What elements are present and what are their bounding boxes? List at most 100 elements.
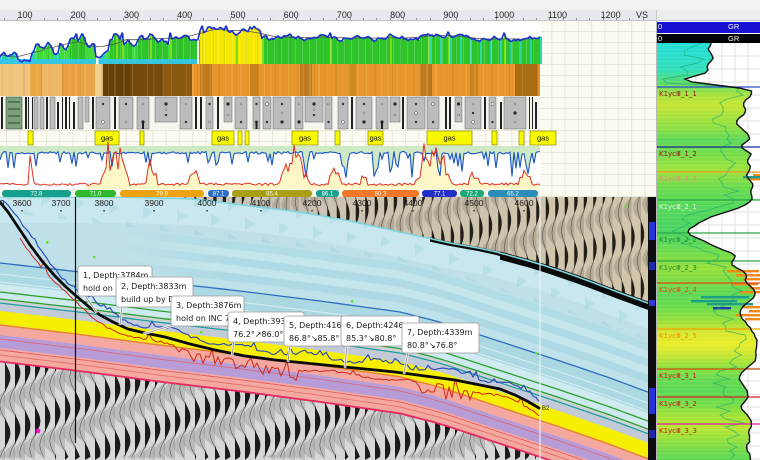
gr-log[interactable]: K1ycⅢ_1_1 K1ycⅢ_1_2 K1ycⅢ_1_3 K1ycⅢ_2_1 K1yc… bbox=[657, 21, 760, 460]
formation-marker[interactable]: K1ycⅢ_2_4 bbox=[657, 282, 760, 294]
formation-marker[interactable]: K1ycⅢ_2_5 bbox=[657, 328, 760, 340]
ruler-tick bbox=[642, 17, 644, 20]
image-log-track bbox=[0, 64, 540, 96]
correlation-segment[interactable] bbox=[316, 190, 339, 197]
ruler-tick bbox=[323, 17, 324, 20]
ruler-tick bbox=[442, 17, 444, 20]
formation-marker[interactable]: K1ycⅢ_1_2 bbox=[657, 146, 760, 158]
ruler-label: 1100 bbox=[547, 10, 568, 20]
ruler-tick bbox=[496, 17, 498, 20]
log-tracks[interactable]: gas gas gas gas gas gas 72.8 71.0 79.9 87.1 85.4 86… bbox=[0, 21, 656, 197]
correlation-segment-value: 80.3 bbox=[375, 192, 387, 197]
correlation-segment[interactable] bbox=[75, 190, 116, 197]
lithology-track bbox=[0, 96, 540, 130]
annotation-callout[interactable]: 7, Depth:4339m 80.8°↘76.8° bbox=[401, 322, 480, 375]
ruler-tick bbox=[30, 17, 32, 20]
ruler-label: 1000 bbox=[494, 10, 515, 20]
ruler-tick bbox=[229, 17, 231, 20]
ruler-tick bbox=[376, 17, 378, 20]
formation-label: K1ycⅢ_3_2 bbox=[659, 400, 697, 408]
correlation-segment[interactable] bbox=[342, 190, 419, 197]
ruler-tick bbox=[336, 17, 338, 20]
md-depth-label: 4300 bbox=[353, 198, 372, 208]
ruler-tick bbox=[389, 17, 391, 20]
ruler-tick bbox=[3, 17, 5, 20]
gas-flag bbox=[529, 130, 557, 146]
gr-track-header-black[interactable]: 0 GR bbox=[657, 33, 760, 43]
ruler-tick bbox=[176, 17, 178, 20]
annotation-callout[interactable]: 3, Depth:3876m hold on INC 75° bbox=[142, 295, 245, 336]
gr-track-header-blue[interactable]: 0 GR bbox=[657, 22, 760, 33]
correlation-segment[interactable] bbox=[208, 190, 229, 197]
formation-marker[interactable]: K1ycⅢ_2_2 bbox=[657, 232, 760, 244]
gas-flag bbox=[518, 130, 525, 146]
correlation-segment[interactable] bbox=[2, 190, 71, 197]
vs-ruler[interactable]: 100 200 300 400 500 600 700 800 900 1000 1100 1200 V… bbox=[0, 10, 656, 21]
formation-label: K1ycⅢ_2_4 bbox=[659, 286, 697, 294]
gr-panel[interactable]: K1ycⅢ_1_1 K1ycⅢ_1_2 K1ycⅢ_1_3 K1ycⅢ_2_1 K1yc… bbox=[656, 21, 760, 460]
correlation-segment-value: 72.2 bbox=[466, 192, 478, 197]
gr-track bbox=[0, 22, 542, 65]
formation-marker[interactable]: K1ycⅢ_1_3 bbox=[657, 171, 760, 183]
ruler-tick bbox=[123, 17, 125, 20]
ruler-tick bbox=[629, 17, 631, 20]
formation-marker[interactable]: K1ycⅢ_2_3 bbox=[657, 260, 760, 272]
correlation-segment-value: 72.8 bbox=[31, 192, 43, 197]
gas-flag bbox=[27, 130, 34, 146]
ruler-tick bbox=[216, 17, 218, 20]
correlation-segment[interactable] bbox=[120, 190, 204, 197]
formation-label: K1ycⅢ_2_2 bbox=[659, 236, 697, 244]
formation-marker[interactable]: K1ycⅢ_3_3 bbox=[657, 423, 760, 435]
ruler-tick bbox=[283, 17, 285, 20]
md-depth-label: 4400 bbox=[404, 198, 423, 208]
formation-label: K1ycⅢ_1_2 bbox=[659, 150, 697, 158]
svg-text:gas: gas bbox=[443, 134, 455, 143]
ruler-label: 500 bbox=[230, 10, 246, 20]
correlation-segment-value: 85.4 bbox=[266, 192, 278, 197]
survey-dot bbox=[46, 241, 49, 244]
correlation-segment[interactable] bbox=[460, 190, 484, 197]
md-depth-label: 4500 bbox=[465, 198, 484, 208]
ruler-tick bbox=[522, 17, 524, 20]
ruler-label: 700 bbox=[336, 10, 352, 20]
formation-markers: K1ycⅢ_1_1 K1ycⅢ_1_2 K1ycⅢ_1_3 K1ycⅢ_2_1 K1yc… bbox=[657, 86, 760, 435]
formation-marker[interactable]: K1ycⅢ_3_1 bbox=[657, 368, 760, 380]
ruler-tick bbox=[536, 17, 537, 20]
correlation-segment[interactable] bbox=[422, 190, 457, 197]
md-depth-label: 4600 bbox=[515, 198, 534, 208]
ruler-tick bbox=[56, 17, 58, 20]
ruler-tick bbox=[575, 17, 577, 20]
annotation-depth: 3, Depth:3876m bbox=[176, 301, 242, 310]
annotation-depth: 2, Depth:3833m bbox=[121, 282, 187, 291]
gas-curves-track bbox=[0, 141, 541, 189]
well-end-label: B2 bbox=[542, 406, 550, 412]
ruler-tick bbox=[562, 17, 564, 20]
ruler-label: 300 bbox=[123, 10, 140, 20]
cross-section[interactable]: B2 3500 3600 3700 3800 3900 4000 4100 4200 4300 44… bbox=[0, 197, 656, 460]
formation-label: K1ycⅢ_3_1 bbox=[659, 372, 697, 380]
formation-marker[interactable]: K1ycⅢ_1_1 bbox=[657, 86, 760, 98]
ruler-tick bbox=[189, 17, 191, 20]
ruler-tick bbox=[96, 17, 98, 20]
svg-text:gas: gas bbox=[299, 134, 311, 143]
correlation-segment[interactable] bbox=[488, 190, 538, 197]
ruler-tick bbox=[83, 17, 85, 20]
ruler-label: 200 bbox=[70, 10, 86, 20]
correlation-segment-value: 77.1 bbox=[434, 192, 446, 197]
formation-marker[interactable]: K1ycⅢ_3_2 bbox=[657, 396, 760, 408]
correlation-segment[interactable] bbox=[232, 190, 312, 197]
ruler-tick bbox=[416, 17, 418, 20]
gr-scale-min: 0 bbox=[658, 33, 663, 43]
formation-marker[interactable]: K1ycⅢ_2_1 bbox=[657, 199, 760, 211]
ruler-tick bbox=[150, 17, 151, 20]
ruler-tick bbox=[363, 17, 364, 20]
correlation-segment-value: 65.2 bbox=[507, 192, 519, 197]
ruler-tick bbox=[469, 17, 471, 20]
formation-label: K1ycⅢ_1_1 bbox=[659, 90, 697, 98]
ruler-label: 800 bbox=[390, 10, 406, 20]
gr-scale-min: 0 bbox=[658, 22, 663, 31]
ruler-tick bbox=[456, 17, 458, 20]
annotation-detail: 85.3°↘80.8° bbox=[346, 334, 396, 343]
